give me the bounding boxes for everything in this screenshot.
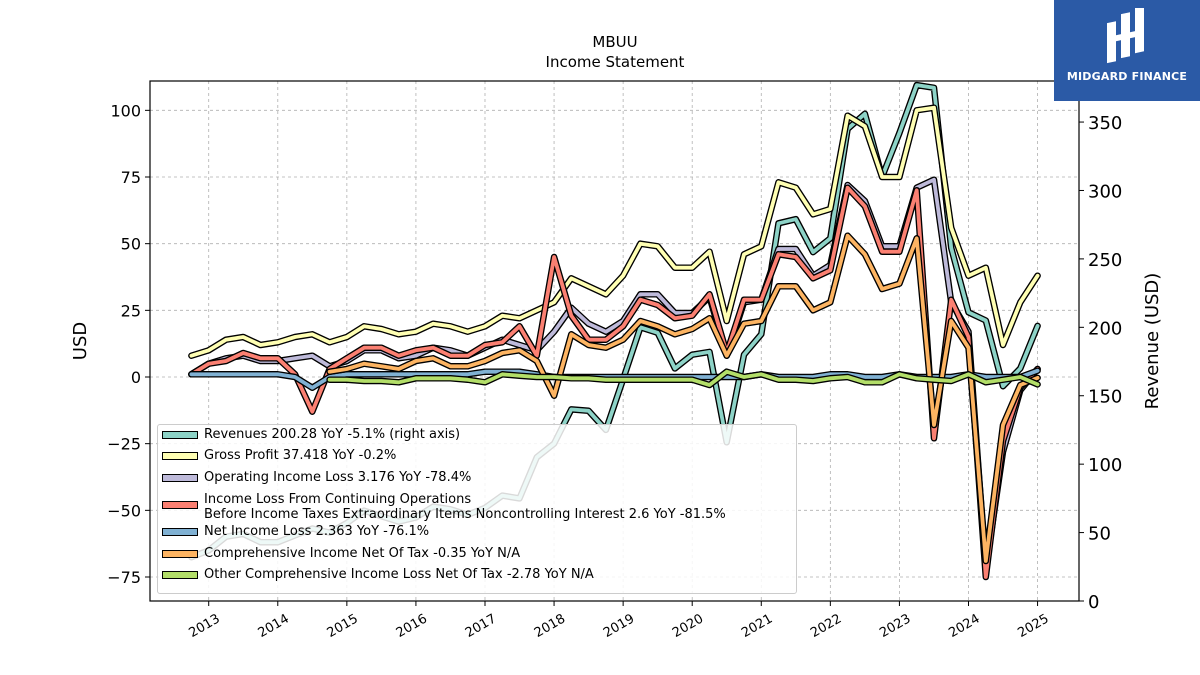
series-1 (188, 104, 1041, 359)
legend-swatch (162, 431, 198, 439)
x-tick-label: 2013 (187, 611, 223, 641)
x-tick-label: 2025 (1015, 611, 1051, 641)
series-5 (326, 232, 1041, 565)
y-right-tick-label: 100 (1088, 455, 1122, 476)
x-tick-label: 2019 (601, 611, 637, 641)
legend-item: Income Loss From Continuing Operations Be… (162, 492, 796, 522)
midgard-finance-logo: MIDGARD FINANCE (1054, 0, 1200, 101)
series-line (189, 105, 1040, 358)
logo-text: MIDGARD FINANCE (1066, 70, 1188, 83)
legend-label: Gross Profit 37.418 YoY -0.2% (204, 448, 397, 464)
y-axis-label: USD (70, 322, 91, 360)
legend-label: Income Loss From Continuing Operations (204, 492, 472, 508)
y-right-tick-label: 200 (1088, 318, 1122, 339)
legend-swatch (162, 501, 198, 510)
midgard-logo-icon (1107, 8, 1144, 64)
legend-label: Comprehensive Income Net Of Tax -0.35 Yo… (204, 545, 521, 561)
legend-item: Net Income Loss 2.363 YoY -76.1% (162, 525, 796, 539)
x-tick-label: 2018 (532, 611, 568, 641)
x-tick-label: 2022 (808, 611, 844, 641)
y-right-tick-label: 0 (1088, 592, 1099, 613)
legend-label: Net Income Loss 2.363 YoY -76.1% (204, 524, 430, 540)
x-tick-label: 2020 (670, 611, 706, 641)
y-right-tick-label: 150 (1088, 387, 1122, 408)
legend-label: Revenues 200.28 YoY -5.1% (right axis) (204, 427, 461, 442)
series-line (327, 369, 1040, 387)
x-tick-label: 2021 (739, 611, 775, 641)
legend-item: Comprehensive Income Net Of Tax -0.35 Yo… (162, 545, 796, 561)
y-tick-label: 0 (131, 368, 141, 387)
legend-swatch (162, 549, 198, 558)
x-tick-label: 2017 (463, 611, 499, 641)
legend-label: Operating Income Loss 3.176 YoY -78.4% (204, 469, 472, 485)
y-right-tick-label: 50 (1088, 524, 1111, 545)
y-tick-label: 25 (121, 301, 141, 320)
y-tick-label: 75 (121, 168, 141, 187)
series-6 (326, 368, 1041, 389)
legend-item: Operating Income Loss 3.176 YoY -78.4% (162, 469, 796, 485)
x-tick-label: 2023 (877, 611, 913, 641)
y-right-tick-label: 250 (1088, 250, 1122, 271)
y-right-tick-label: 350 (1088, 113, 1122, 134)
chart-title: MBUU (592, 33, 637, 51)
x-tick-label: 2015 (325, 611, 361, 641)
y-tick-label: −25 (107, 435, 141, 454)
x-tick-label: 2014 (256, 611, 292, 641)
legend-swatch (162, 570, 198, 579)
series-line (327, 233, 1040, 563)
series-line (189, 185, 1040, 579)
legend-item: Gross Profit 37.418 YoY -0.2% (162, 449, 796, 463)
legend-label: Other Comprehensive Income Loss Net Of T… (204, 566, 594, 582)
y-tick-label: −75 (107, 568, 141, 587)
legend-swatch (162, 528, 198, 537)
y-tick-label: 50 (121, 235, 141, 254)
plot-frame (149, 80, 1080, 602)
y-tick-label: 100 (110, 101, 141, 120)
y-axis-right-label: Revenue (USD) (1142, 273, 1163, 410)
x-tick-label: 2024 (946, 611, 982, 641)
series-3 (188, 184, 1041, 581)
legend-label: Before Income Taxes Extraordinary Items … (204, 507, 726, 523)
x-tick-label: 2016 (394, 611, 430, 641)
y-tick-label: −50 (107, 501, 141, 520)
legend-item: Revenues 200.28 YoY -5.1% (right axis) (162, 428, 796, 442)
y-right-tick-label: 300 (1088, 181, 1122, 202)
legend-swatch (162, 452, 198, 461)
legend-swatch (162, 473, 198, 482)
chart-legend: Revenues 200.28 YoY -5.1% (right axis) Gr… (157, 424, 797, 594)
chart-subtitle: Income Statement (546, 53, 685, 71)
series-outline (188, 104, 1041, 359)
legend-item: Other Comprehensive Income Loss Net Of T… (162, 566, 796, 582)
